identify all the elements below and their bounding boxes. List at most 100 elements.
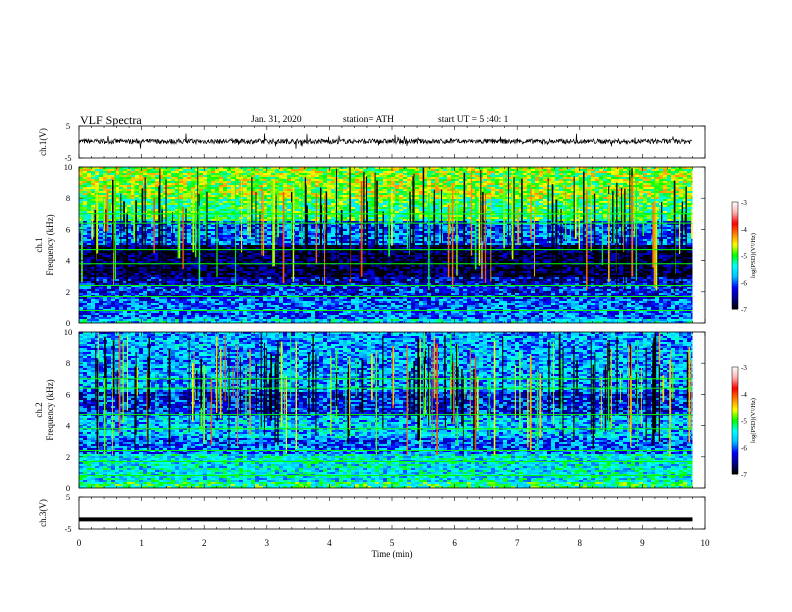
ch1-spectrogram-cell xyxy=(431,171,435,173)
ch1-spectrogram-cell xyxy=(99,179,103,181)
ch1-spectrogram-cell xyxy=(267,201,271,203)
ch1-spectrogram-cell xyxy=(331,191,335,193)
ch1-spectrogram-cell xyxy=(371,177,375,179)
ch1-spectrogram-cell xyxy=(319,179,323,181)
ch1-spectrogram-cell xyxy=(647,179,651,181)
ch1-spectrogram-cell xyxy=(399,227,403,229)
ch1-spectrogram-cell xyxy=(663,173,667,175)
ch1-spectrogram-cell xyxy=(431,173,435,175)
ch1-spectrogram-cell xyxy=(419,181,423,183)
ch1-spectrogram-cell xyxy=(687,179,691,181)
ch1-spectrogram-cell xyxy=(563,205,567,207)
ch1-spectrogram-cell xyxy=(367,175,371,177)
ch1-spectrogram-cell xyxy=(95,169,99,171)
ch1-spectrogram-cell xyxy=(627,187,631,189)
ch1-spectrogram-cell xyxy=(539,217,543,219)
ch1-spectrogram-cell xyxy=(595,201,599,203)
ch1-spectrogram-cell xyxy=(595,205,599,207)
ch1-spectrogram-cell xyxy=(643,193,647,195)
ch1-spectrogram-cell xyxy=(467,191,471,193)
ch1-spectrogram-cell xyxy=(243,177,247,179)
ch1-spectrogram-cell xyxy=(399,175,403,177)
ch1-spectrogram-cell xyxy=(603,217,607,219)
ch1-spectrogram-cell xyxy=(127,171,131,173)
ch1-spectrogram-cell xyxy=(295,205,299,207)
ch1-spectrogram-cell xyxy=(535,181,539,183)
ch1-spectrogram-cell xyxy=(299,211,303,213)
ch1-spectrogram-cell xyxy=(343,205,347,207)
ch1-spectrogram-cell xyxy=(619,177,623,179)
ch1-spectrogram-cell xyxy=(195,201,199,203)
ch1-spectrogram-cell xyxy=(539,195,543,197)
ch1-spectrogram-cell xyxy=(371,175,375,177)
ch1-spectrogram-cell xyxy=(691,207,692,209)
ch1-spectrogram-cell xyxy=(147,181,151,183)
ch1-spectrogram-cell xyxy=(191,169,195,171)
ch1-spectrogram-cell xyxy=(259,183,263,185)
ch1-spectrogram-cell xyxy=(123,199,127,201)
ch1-spectrogram-cell xyxy=(519,169,523,171)
ch1-spectrogram-cell xyxy=(123,183,127,185)
ch1-spectrogram-cell xyxy=(231,173,235,175)
ch1-spectrogram-cell xyxy=(371,171,375,173)
ch1-spectrogram-cell xyxy=(227,171,231,173)
ch1-spectrogram-cell xyxy=(651,169,655,171)
ch1-spectrogram-cell xyxy=(635,179,639,181)
ch1-spectrogram-cell xyxy=(627,205,631,207)
ch1-spectrogram-cell xyxy=(639,225,643,227)
ch1-spectrogram-cell xyxy=(183,175,187,177)
ch1-spectrogram-cell xyxy=(667,211,671,213)
ch1-spectrogram-cell xyxy=(691,199,692,201)
ch1-spectrogram-cell xyxy=(647,199,651,201)
ch1-spectrogram-cell xyxy=(299,201,303,203)
ch1-spectrogram-cell xyxy=(543,175,547,177)
ch1-spectrogram-cell xyxy=(515,185,519,187)
ch1-spectrogram-cell xyxy=(691,201,692,203)
ch1-spectrogram-cell xyxy=(499,227,503,229)
ch1-spectrogram-cell xyxy=(403,211,407,213)
ch1-spectrogram-cell xyxy=(539,197,543,199)
ch1-spectrogram-cell xyxy=(595,175,599,177)
ch1-spectrogram-cell xyxy=(355,175,359,177)
ch1-spectrogram-cell xyxy=(327,169,331,171)
ch1-spectrogram-cell xyxy=(335,181,339,183)
ch1-spectrogram-cell xyxy=(299,225,303,227)
ch1-spectrogram-cell xyxy=(127,211,131,213)
ch1-spectrogram-cell xyxy=(243,197,247,199)
ch1-spectrogram-cell xyxy=(331,207,335,209)
ch1-spectrogram-cell xyxy=(603,199,607,201)
ch1-spectrogram-cell xyxy=(687,175,691,177)
ch1-spectrogram-cell xyxy=(435,177,439,179)
ch1-spectrogram-cell xyxy=(187,203,191,205)
ch1-spectrogram-cell xyxy=(311,225,315,227)
ch1-spectrogram-cell xyxy=(331,209,335,211)
ch1-spectrogram-cell xyxy=(507,173,511,175)
ch1-spectrogram-cell xyxy=(551,169,555,171)
ch1-spectrogram-cell xyxy=(451,177,455,179)
ch1-spectrogram-cell xyxy=(407,171,411,173)
ch1-spectrogram-cell xyxy=(467,195,471,197)
ch1-spectrogram-cell xyxy=(223,175,227,177)
ch1-spectrogram-cell xyxy=(455,173,459,175)
ch1-spectrogram-cell xyxy=(535,169,539,171)
ch1-spectrogram-cell xyxy=(495,219,499,221)
ch1-spectrogram-cell xyxy=(435,201,439,203)
ch1-spectrogram-cell xyxy=(655,193,659,195)
ch1-spectrogram-cell xyxy=(267,217,271,219)
ch1-spectrogram-cell xyxy=(327,195,331,197)
ch1-spectrogram-cell xyxy=(171,179,175,181)
ch1-spectrogram-cell xyxy=(147,219,151,221)
ch1-spectrogram-cell xyxy=(199,199,203,201)
ch1-spectrogram-cell xyxy=(167,205,171,207)
ch1-spectrogram-cell xyxy=(667,185,671,187)
ch1-spectrogram-cell xyxy=(199,181,203,183)
ch1-spectrogram-cell xyxy=(111,169,115,171)
ch1-spectrogram-cell xyxy=(267,215,271,217)
ch1-spectrogram-cell xyxy=(455,171,459,173)
ch1-spectrogram-cell xyxy=(167,211,171,213)
ch1-spectrogram-cell xyxy=(99,207,103,209)
ch1-spectrogram-cell xyxy=(191,175,195,177)
ch1-spectrogram-cell xyxy=(683,177,687,179)
ch1-spectrogram-cell xyxy=(639,191,643,193)
ch1-spectrogram-cell xyxy=(395,181,399,183)
